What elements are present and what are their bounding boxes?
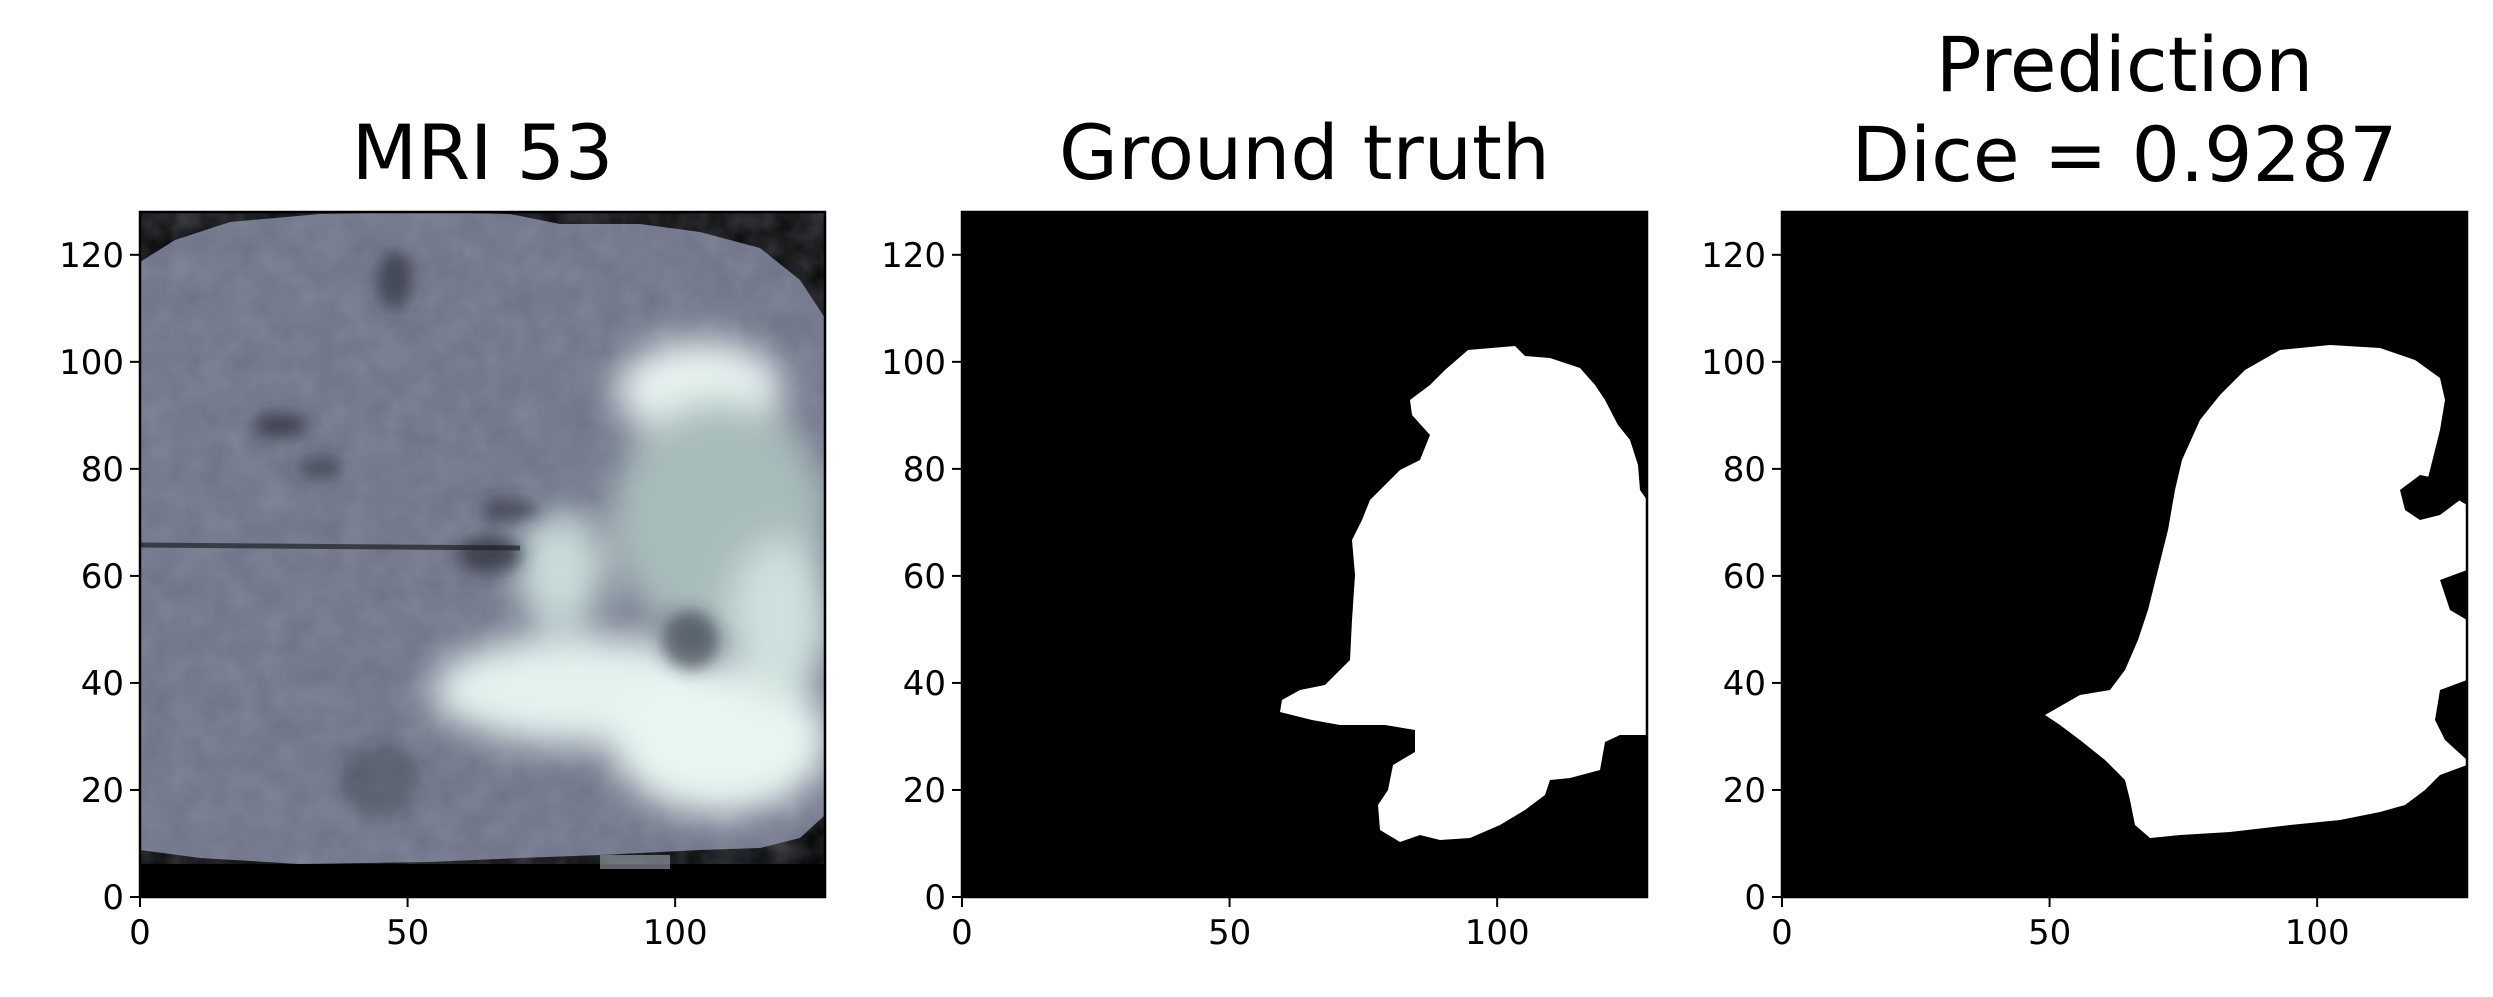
y-tick-label: 0	[102, 878, 124, 918]
panel-title-mri: MRI 53	[140, 108, 825, 198]
mri-axes: 0 50 100 0 20 40 60 80 100 120	[59, 236, 708, 953]
y-tick-label: 120	[59, 236, 124, 276]
x-tick-label: 100	[643, 913, 708, 953]
x-tick-label: 100	[1465, 913, 1530, 953]
y-tick-label: 40	[903, 664, 946, 704]
y-tick-label: 40	[81, 664, 124, 704]
x-tick-label: 100	[2285, 913, 2350, 953]
panel-title-ground-truth: Ground truth	[962, 108, 1647, 198]
x-tick-label: 50	[386, 913, 429, 953]
prediction-mask	[1782, 212, 2467, 897]
x-tick-label: 50	[1208, 913, 1251, 953]
mri-image-panel: 0 50 100 0 20 40 60 80 100 120	[59, 210, 827, 953]
x-tick-label: 0	[129, 913, 151, 953]
y-tick-label: 80	[903, 450, 946, 490]
ground-truth-mask	[962, 212, 1647, 897]
y-tick-label: 100	[1701, 343, 1766, 383]
ground-truth-panel: 0 50 100 0 20 40 60 80 100 120	[881, 210, 1649, 953]
y-tick-label: 60	[1723, 557, 1766, 597]
prediction-axes: 0 50 100 0 20 40 60 80 100 120	[1701, 236, 2350, 953]
title-line: Prediction	[1935, 20, 2314, 109]
y-tick-label: 60	[81, 557, 124, 597]
y-tick-label: 20	[81, 771, 124, 811]
title-line: Dice = 0.9287	[1851, 110, 2398, 199]
y-tick-label: 0	[924, 878, 946, 918]
y-tick-label: 100	[881, 343, 946, 383]
ground-truth-axes: 0 50 100 0 20 40 60 80 100 120	[881, 236, 1530, 953]
y-tick-label: 80	[1723, 450, 1766, 490]
y-tick-label: 120	[1701, 236, 1766, 276]
y-tick-label: 40	[1723, 664, 1766, 704]
x-tick-label: 50	[2028, 913, 2071, 953]
y-tick-label: 20	[903, 771, 946, 811]
x-tick-label: 0	[951, 913, 973, 953]
y-tick-label: 20	[1723, 771, 1766, 811]
prediction-panel: 0 50 100 0 20 40 60 80 100 120	[1701, 210, 2469, 953]
y-tick-label: 100	[59, 343, 124, 383]
mri-image	[140, 212, 825, 897]
panel-title-prediction: Prediction Dice = 0.9287	[1782, 20, 2467, 200]
title-line: Ground truth	[1059, 108, 1550, 197]
y-tick-label: 120	[881, 236, 946, 276]
y-tick-label: 60	[903, 557, 946, 597]
x-tick-label: 0	[1771, 913, 1793, 953]
y-tick-label: 0	[1744, 878, 1766, 918]
y-tick-label: 80	[81, 450, 124, 490]
title-line: MRI 53	[351, 108, 614, 197]
